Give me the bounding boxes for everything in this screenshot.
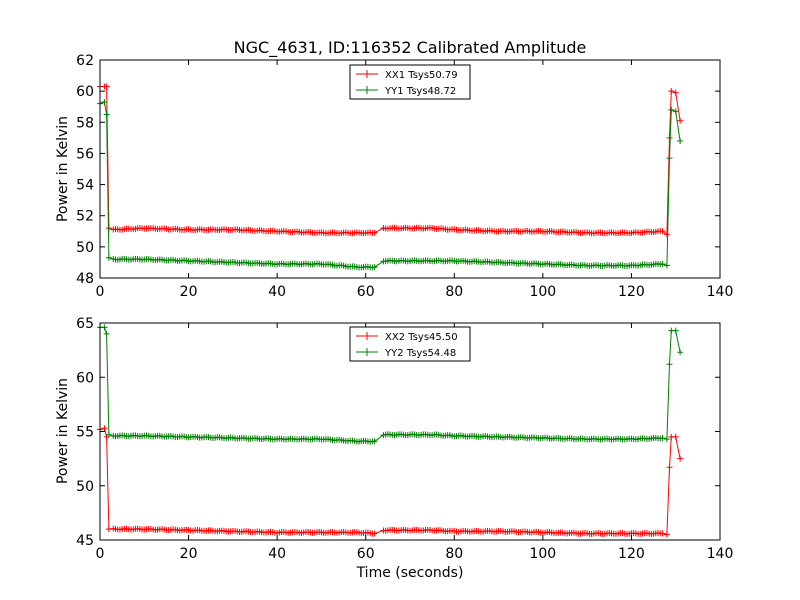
- data-point-xx2: [659, 530, 666, 537]
- top-y-tick-label: 48: [76, 271, 94, 287]
- chart-title: NGC_4631, ID:116352 Calibrated Amplitude: [234, 38, 587, 58]
- legend-label-xx1: XX1 Tsys50.79: [385, 70, 458, 81]
- data-point-xx2: [101, 425, 108, 432]
- data-point-xx1: [663, 231, 670, 238]
- top-subplot: NGC_4631, ID:116352 Calibrated Amplitude…: [55, 38, 733, 300]
- bottom-legend: XX2 Tsys45.50 YY2 Tsys54.48: [349, 326, 471, 362]
- data-point-yy1: [668, 106, 675, 113]
- data-point-yy1: [659, 260, 666, 267]
- bottom-x-tick-label: 40: [268, 546, 286, 562]
- legend-label-xx2: XX2 Tsys45.50: [385, 332, 458, 343]
- top-y-axis-label: Power in Kelvin: [55, 116, 71, 222]
- data-point-yy1: [103, 111, 110, 118]
- data-point-xx1: [666, 134, 673, 141]
- data-point-yy1: [666, 155, 673, 162]
- legend-marker-yy2: [363, 348, 371, 356]
- bottom-x-tick-label: 100: [529, 546, 556, 562]
- top-y-tick-label: 52: [76, 209, 94, 225]
- x-axis-label: Time (seconds): [356, 565, 464, 581]
- bottom-x-tick-label: 60: [357, 546, 375, 562]
- top-series-layer: [97, 83, 684, 271]
- top-y-tick-label: 58: [76, 115, 94, 131]
- data-point-yy1: [101, 99, 108, 106]
- data-point-xx2: [672, 433, 679, 440]
- data-point-yy2: [672, 327, 679, 334]
- legend-label-yy2: YY2 Tsys54.48: [384, 348, 456, 359]
- bottom-y-tick-label: 50: [76, 479, 94, 495]
- top-y-tick-label: 50: [76, 240, 94, 256]
- top-ticks: 0 20 40 60 80 100 120 140 48 50 52 54 56 58 60 62: [76, 53, 733, 300]
- bottom-legend-box: [349, 326, 471, 362]
- data-point-yy2: [103, 330, 110, 337]
- legend-marker-yy1: [363, 86, 371, 94]
- legend-label-yy1: YY1 Tsys48.72: [384, 86, 456, 97]
- data-point-yy1: [371, 264, 378, 271]
- data-point-xx2: [371, 530, 378, 537]
- top-x-tick-label: 120: [618, 284, 645, 300]
- top-y-tick-label: 60: [76, 84, 94, 100]
- data-point-yy1: [677, 137, 684, 144]
- bottom-series-layer: [97, 324, 684, 538]
- bottom-ticks: 0 20 40 60 80 100 120 140 45 50 55 60 65: [76, 316, 733, 562]
- top-x-tick-label: 80: [445, 284, 463, 300]
- top-x-tick-label: 20: [180, 284, 198, 300]
- legend-marker-xx2: [363, 332, 371, 340]
- data-point-xx1: [668, 88, 675, 95]
- bottom-x-tick-label: 140: [707, 546, 734, 562]
- data-point-yy2: [666, 361, 673, 368]
- data-point-yy2: [101, 324, 108, 331]
- bottom-x-tick-label: 80: [445, 546, 463, 562]
- data-point-xx1: [371, 229, 378, 236]
- top-plot-frame: [99, 59, 721, 279]
- top-y-tick-label: 56: [76, 146, 94, 162]
- top-x-tick-label: 140: [707, 284, 734, 300]
- top-x-tick-label: 40: [268, 284, 286, 300]
- top-x-tick-label: 60: [357, 284, 375, 300]
- bottom-x-tick-label: 20: [180, 546, 198, 562]
- data-point-xx2: [663, 531, 670, 538]
- data-point-yy1: [105, 254, 112, 261]
- data-point-yy2: [371, 438, 378, 445]
- data-point-yy2: [105, 431, 112, 438]
- data-point-xx2: [666, 464, 673, 471]
- top-y-tick-label: 54: [76, 178, 94, 194]
- top-y-tick-label: 62: [76, 53, 94, 69]
- top-legend-box: [349, 64, 471, 100]
- data-point-xx1: [103, 83, 110, 90]
- top-x-tick-label: 100: [529, 284, 556, 300]
- bottom-subplot: 0 20 40 60 80 100 120 140 45 50 55 60 65 Power in Ke…: [55, 316, 733, 581]
- legend-marker-xx1: [363, 70, 371, 78]
- bottom-y-tick-label: 45: [76, 533, 94, 549]
- top-legend: XX1 Tsys50.79 YY1 Tsys48.72: [349, 64, 471, 100]
- bottom-y-axis-label: Power in Kelvin: [55, 378, 71, 484]
- data-point-xx1: [672, 89, 679, 96]
- data-point-xx1: [677, 117, 684, 124]
- data-point-yy1: [672, 108, 679, 115]
- bottom-y-tick-label: 60: [76, 370, 94, 386]
- data-point-yy2: [659, 435, 666, 442]
- bottom-y-tick-label: 55: [76, 425, 94, 441]
- data-point-xx1: [659, 228, 666, 235]
- data-point-yy1: [663, 262, 670, 269]
- data-point-yy2: [663, 436, 670, 443]
- bottom-y-tick-label: 65: [76, 316, 94, 332]
- data-point-yy2: [677, 349, 684, 356]
- bottom-x-tick-label: 0: [96, 546, 105, 562]
- bottom-x-tick-label: 120: [618, 546, 645, 562]
- data-point-xx2: [677, 455, 684, 462]
- top-x-tick-label: 0: [96, 284, 105, 300]
